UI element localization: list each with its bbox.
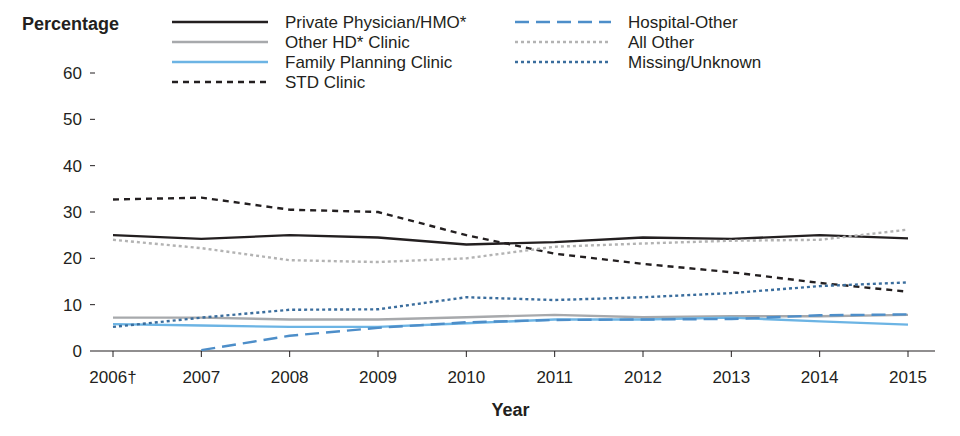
y-tick	[90, 212, 95, 213]
x-tick	[819, 351, 820, 357]
series-line	[201, 314, 908, 350]
series-line	[113, 198, 908, 292]
series-line	[113, 235, 908, 244]
y-tick	[90, 304, 95, 305]
x-axis: 2006† 2007 2008 2009 2010 2011 2012 2013 2014 201…	[89, 351, 935, 387]
legend-label: Hospital-Other	[628, 13, 738, 32]
y-axis: 0 10 20 30 40 50 60	[63, 64, 95, 361]
y-axis-title: Percentage	[22, 14, 119, 34]
x-tick-label: 2012	[624, 368, 662, 387]
x-axis-line	[95, 350, 935, 351]
legend-swatch	[515, 41, 611, 44]
y-tick-label: 60	[63, 64, 82, 83]
legend-label: Private Physician/HMO*	[285, 13, 467, 32]
x-tick-label: 2011	[536, 368, 573, 387]
legend-swatch	[172, 61, 268, 64]
x-tick-label: 2008	[271, 368, 309, 387]
y-tick-label: 20	[63, 249, 82, 268]
legend: Private Physician/HMO*Other HD* ClinicFa…	[172, 13, 761, 92]
legend-label: Missing/Unknown	[628, 53, 761, 72]
x-axis-title: Year	[491, 400, 529, 420]
y-tick-label: 50	[63, 110, 82, 129]
y-tick-label: 0	[73, 342, 82, 361]
legend-label: STD Clinic	[285, 73, 366, 92]
legend-label: Other HD* Clinic	[285, 33, 410, 52]
x-tick	[113, 351, 114, 357]
x-tick-label: 2006†	[89, 368, 136, 387]
x-tick	[466, 351, 467, 357]
chart: Percentage 0 10 20 30 40 50 60 2006† 2007 2008 2009…	[0, 0, 960, 436]
x-tick-label: 2014	[801, 368, 839, 387]
x-tick	[289, 351, 290, 357]
legend-swatch	[172, 81, 268, 84]
y-tick	[90, 258, 95, 259]
x-tick-label: 2013	[712, 368, 750, 387]
series-line	[113, 230, 908, 262]
legend-swatch	[515, 21, 611, 24]
legend-swatch	[172, 21, 268, 24]
x-tick-label: 2009	[359, 368, 397, 387]
x-tick-label: 2007	[182, 368, 220, 387]
legend-swatch	[172, 41, 268, 44]
x-tick	[554, 351, 555, 357]
lines	[113, 198, 908, 350]
x-tick-label: 2010	[447, 368, 485, 387]
legend-label: Family Planning Clinic	[285, 53, 453, 72]
x-tick	[908, 351, 909, 357]
series-line	[113, 282, 908, 326]
series-line	[113, 318, 908, 327]
y-tick	[90, 165, 95, 166]
y-tick-label: 10	[63, 296, 82, 315]
y-tick	[90, 73, 95, 74]
y-tick	[90, 351, 95, 352]
x-tick	[643, 351, 644, 357]
y-tick-label: 30	[63, 203, 82, 222]
x-tick-label: 2015	[889, 368, 927, 387]
x-tick	[201, 351, 202, 357]
y-tick-label: 40	[63, 157, 82, 176]
y-tick	[90, 119, 95, 120]
x-tick	[378, 351, 379, 357]
x-tick	[731, 351, 732, 357]
legend-label: All Other	[628, 33, 694, 52]
legend-swatch	[515, 61, 611, 64]
